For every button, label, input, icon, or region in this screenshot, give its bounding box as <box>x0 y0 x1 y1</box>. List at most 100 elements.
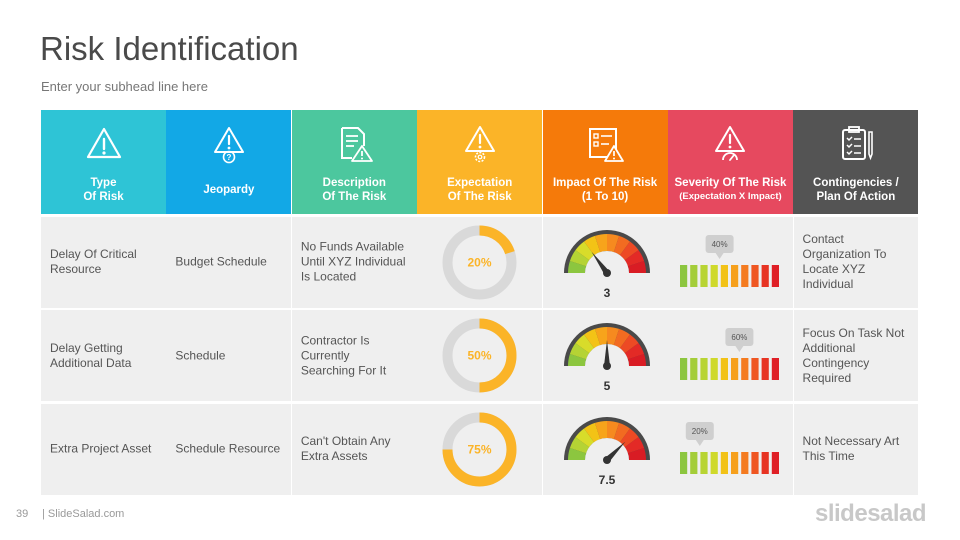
severity-bar-segment <box>731 264 739 287</box>
footer-site: | SlideSalad.com <box>42 508 125 520</box>
gauge-segment <box>627 353 646 366</box>
risk-type-cell: Delay Getting Additional Data <box>41 310 166 401</box>
description-text: Contractor Is Currently Searching For It <box>300 333 387 377</box>
table-row: Delay Getting Additional Data Schedule Con… <box>41 310 919 401</box>
jeopardy-text: Schedule <box>175 348 226 362</box>
gauge-segment <box>567 353 586 366</box>
gauge-segment <box>583 328 600 349</box>
gauge-hub-area <box>584 250 629 273</box>
severity-bar-segment <box>751 451 759 474</box>
severity-bar-segment <box>700 358 708 380</box>
risk-type-text: Delay Of Critical Resource <box>50 247 137 276</box>
severity-bar-segment <box>761 358 769 380</box>
plan-of-action-text: Focus On Task Not Additional Contingency… <box>802 325 905 385</box>
header-type-of-risk: Type Of Risk <box>41 110 166 214</box>
table-row: Extra Project Asset Schedule Resource Can'… <box>41 403 919 495</box>
expectation-cell: 75% <box>417 403 543 495</box>
header-label-main: Severity Of The Risk <box>674 177 787 189</box>
warning-gauge-icon <box>710 124 750 164</box>
gauge-segment <box>619 240 639 260</box>
page-number: 39 <box>16 508 29 520</box>
severity-bar-segment <box>761 264 769 287</box>
severity-bar-segment <box>761 451 769 474</box>
gauge-pivot <box>602 362 611 370</box>
header-description: Description Of The Risk <box>291 110 417 214</box>
severity-bar-segment <box>741 264 749 287</box>
severity-bar-segment <box>720 358 729 380</box>
severity-bar-segment <box>690 264 698 287</box>
impact-gauge: 5 <box>563 323 650 393</box>
header-label: Contingencies / Plan Of Action <box>813 177 899 203</box>
gauge-segment <box>613 328 630 349</box>
warning-icon <box>84 124 124 164</box>
plan-of-action-cell: Not Necessary Art This Time <box>793 403 919 495</box>
gauge-segment <box>567 260 586 273</box>
severity-bar-segment <box>720 264 729 287</box>
severity-bar-segment <box>680 358 688 380</box>
clipboard-pen-icon <box>836 124 876 164</box>
gauge-segment <box>594 327 607 346</box>
gauge-segment <box>624 343 644 360</box>
gauge-needle <box>591 251 610 275</box>
gauge-value-label: 3 <box>603 286 610 300</box>
severity-meter: 40% <box>680 234 780 287</box>
severity-callout <box>725 328 754 346</box>
header-label: Expectation Of The Risk <box>447 177 513 203</box>
severity-bar-segment <box>741 451 749 474</box>
severity-bar-segment <box>771 264 780 287</box>
risk-type-text: Extra Project Asset <box>50 441 152 456</box>
gauge-segment <box>594 233 607 252</box>
gauge-hub-area <box>584 437 629 460</box>
slide-subhead: Enter your subhead line here <box>41 79 208 94</box>
header-severity: Severity Of The Risk (Expectation X Impa… <box>667 110 793 214</box>
severity-cell: 20% <box>668 403 794 495</box>
severity-callout <box>685 421 714 440</box>
severity-callout-pointer <box>735 346 744 352</box>
gauge-segment <box>594 420 607 439</box>
donut-percent-label: 20% <box>468 255 492 269</box>
severity-bar-segment <box>731 451 739 474</box>
expectation-donut: 20% <box>442 225 517 299</box>
severity-callout-label: 40% <box>712 240 728 249</box>
warning-gear-icon <box>460 124 500 164</box>
gauge-segment <box>575 240 594 260</box>
gauge-value-label: 5 <box>603 379 610 393</box>
gauge-segment <box>575 334 594 354</box>
warning-question-icon: ? <box>209 124 249 164</box>
severity-callout-label: 20% <box>692 427 708 436</box>
gauge-segment <box>606 233 619 252</box>
severity-bar-segment <box>700 451 708 474</box>
severity-bar-segment <box>751 264 759 287</box>
gauge-needle <box>604 441 626 462</box>
gauge-segment <box>619 334 639 354</box>
jeopardy-cell: Budget Schedule <box>166 216 292 308</box>
gauge-segment <box>569 249 589 266</box>
plan-of-action-cell: Contact Organization To Locate XYZ Indiv… <box>793 216 919 308</box>
severity-bar-segment <box>680 451 688 474</box>
header-label: Jeopardy <box>203 184 255 196</box>
severity-bar-segment <box>690 358 698 380</box>
header-plan-of-action: Contingencies / Plan Of Action <box>793 110 919 214</box>
expectation-donut: 75% <box>442 412 517 486</box>
header-impact: Impact Of The Risk (1 To 10) <box>542 110 668 214</box>
table-row: Delay Of Critical Resource Budget Schedul… <box>41 216 919 308</box>
severity-bar-segment <box>771 358 780 380</box>
donut-percent-label: 50% <box>468 349 492 363</box>
jeopardy-cell: Schedule <box>166 310 292 401</box>
slide-title: Risk Identification <box>40 30 299 67</box>
gauge-segment <box>627 260 646 273</box>
brand-logo: slidesalad <box>815 500 927 527</box>
donut-fill <box>479 318 517 393</box>
severity-meter: 60% <box>680 328 780 380</box>
severity-callout <box>705 234 734 253</box>
severity-cell: 60% <box>668 310 794 401</box>
gauge-segment <box>606 420 619 439</box>
risk-type-cell: Delay Of Critical Resource <box>41 216 166 308</box>
gauge-segment <box>624 249 644 266</box>
severity-callout-label: 60% <box>732 333 748 342</box>
gauge-segment <box>624 436 644 453</box>
expectation-cell: 20% <box>417 216 543 308</box>
plan-of-action-text: Contact Organization To Locate XYZ Indiv… <box>802 232 887 291</box>
gauge-segment <box>575 427 594 447</box>
gauge-pivot <box>602 268 611 277</box>
